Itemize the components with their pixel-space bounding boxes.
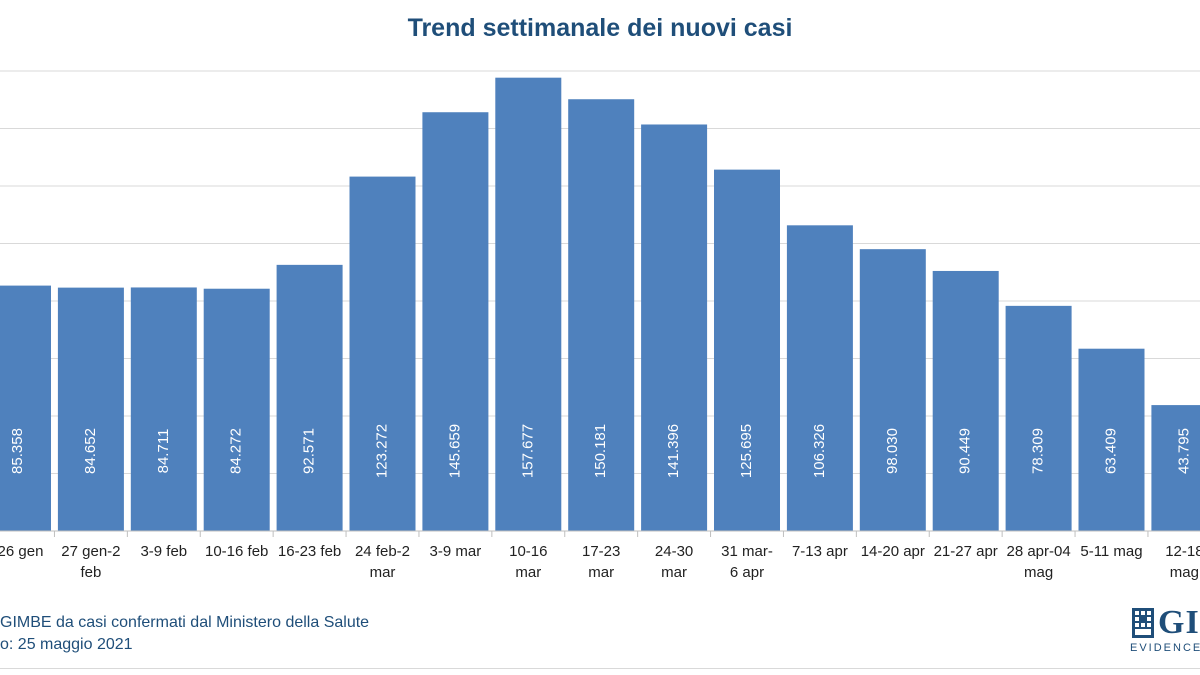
bar — [203, 288, 270, 531]
bar — [859, 249, 926, 531]
x-tick-label: 10-16 feb — [205, 543, 268, 560]
bar — [1005, 305, 1072, 531]
bar — [495, 77, 562, 532]
date-line: o: 25 maggio 2021 — [0, 636, 133, 653]
bar — [932, 270, 999, 531]
x-tick-label: 3-9 feb — [140, 543, 187, 560]
bar — [714, 169, 780, 531]
bar — [1078, 348, 1145, 531]
data-label: 84.272 — [228, 428, 245, 474]
x-tick-label: 31 mar-6 apr — [721, 543, 773, 581]
bar — [786, 225, 853, 531]
x-tick-label: 24-30 mar — [655, 543, 693, 581]
bar — [1151, 405, 1200, 531]
bottom-divider — [0, 668, 1200, 669]
data-label: 84.652 — [82, 428, 99, 474]
data-label: 78.309 — [1030, 428, 1047, 474]
x-tick-label: 12-18 mag — [1165, 543, 1200, 581]
logo-tagline: EVIDENCE — [1130, 642, 1200, 654]
x-tick-label: 3-9 mar — [430, 543, 482, 560]
chart-title: Trend settimanale dei nuovi casi — [407, 14, 793, 42]
bar — [57, 287, 124, 531]
x-tick-label: 17-23 mar — [582, 543, 620, 581]
bar — [276, 264, 343, 531]
x-tick-label: 24 feb-2 mar — [355, 543, 410, 581]
data-label: 90.449 — [957, 428, 974, 474]
x-tick-label: 5-11 mag — [1080, 543, 1142, 560]
bar — [0, 285, 51, 531]
source-note: GIMBE da casi confermati dal Ministero d… — [0, 612, 369, 656]
data-label: 84.711 — [155, 429, 172, 474]
data-label: 106.326 — [811, 424, 828, 478]
data-label: 63.409 — [1102, 428, 1119, 474]
gimbe-logo: GI EVIDENCE — [1130, 604, 1200, 660]
data-label: 43.795 — [1175, 428, 1192, 474]
x-tick-label: 16-23 feb — [278, 543, 341, 560]
bar — [641, 124, 708, 531]
x-tick-label: 21-27 apr — [934, 543, 998, 560]
source-line: GIMBE da casi confermati dal Ministero d… — [0, 614, 370, 631]
x-tick-label: 14-20 apr — [861, 543, 925, 560]
bar — [422, 112, 489, 531]
x-tick-label: 28 apr-04 mag — [1006, 543, 1070, 581]
data-label: 150.181 — [592, 424, 609, 478]
x-tick-label: 7-13 apr — [792, 543, 848, 560]
bar — [349, 176, 416, 531]
data-label: 123.272 — [373, 424, 390, 478]
data-label: 92.571 — [301, 428, 318, 474]
bar — [130, 287, 197, 531]
data-label: 157.677 — [519, 424, 536, 478]
logo-name: GI — [1158, 604, 1200, 641]
bar — [568, 99, 635, 532]
data-label: 141.396 — [665, 424, 682, 478]
logo-grid-icon — [1132, 608, 1154, 638]
data-label: 85.358 — [9, 428, 26, 474]
data-label: 98.030 — [884, 428, 901, 474]
x-tick-label: -26 gen — [0, 543, 43, 560]
data-label: 125.695 — [738, 424, 755, 478]
data-label: 145.659 — [446, 424, 463, 478]
x-tick-label: 10-16 mar — [509, 543, 547, 581]
x-tick-label: 27 gen-2 feb — [61, 543, 120, 581]
